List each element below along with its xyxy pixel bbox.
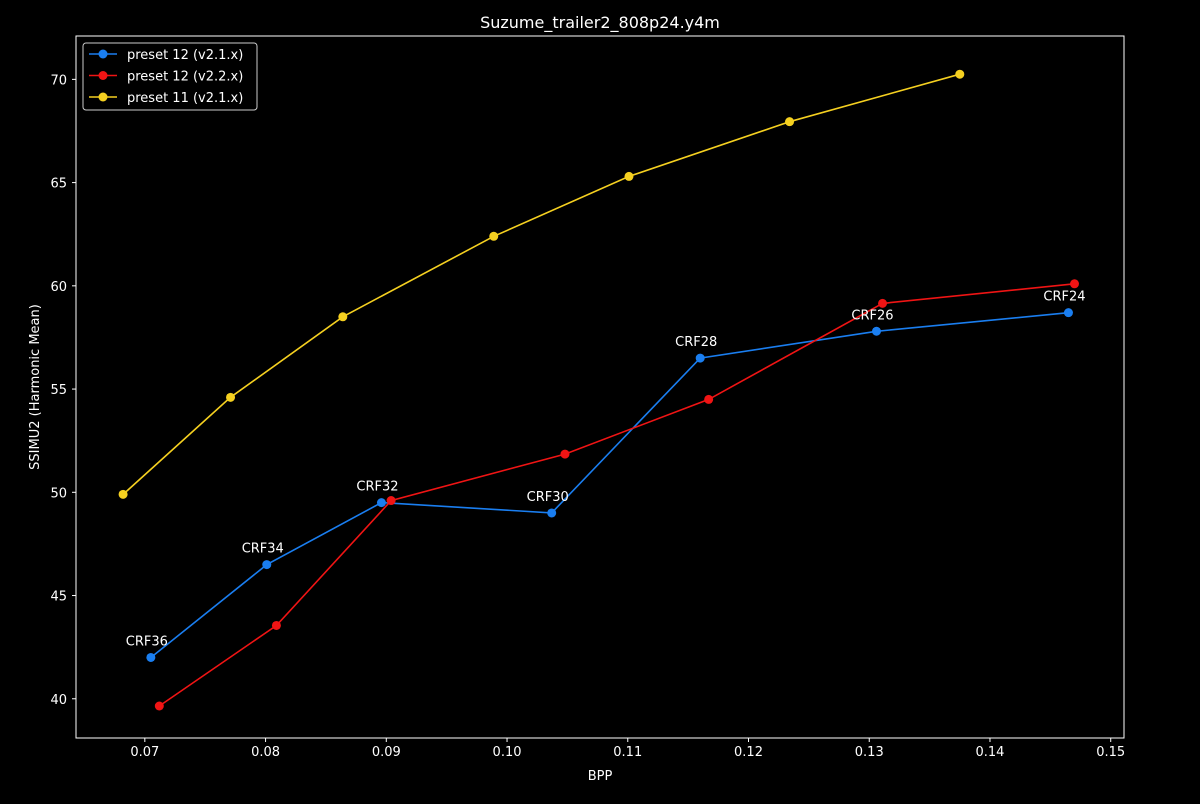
data-point-series-2: [878, 298, 888, 308]
y-tick-label: 70: [50, 73, 67, 88]
crf-annotation: CRF34: [242, 542, 284, 557]
data-point-series-1: [262, 560, 272, 570]
legend-marker-3: [98, 92, 108, 102]
crf-annotation: CRF26: [851, 308, 893, 323]
data-point-series-1: [871, 326, 881, 336]
plot-area: 0.07 0.08 0.09 0.10 0.11 0.12 0.13 0.14 0.15 40 45…: [50, 35, 1125, 760]
y-tick-label: 60: [50, 280, 67, 295]
y-tick-label: 50: [50, 486, 67, 501]
data-point-series-3: [489, 231, 499, 241]
crf-annotation: CRF30: [527, 490, 569, 505]
y-tick-label: 65: [50, 177, 67, 192]
x-axis-label: BPP: [588, 769, 613, 784]
crf-annotation: CRF28: [675, 335, 717, 350]
data-point-series-3: [118, 489, 128, 499]
x-tick-label: 0.09: [372, 745, 401, 760]
plot-frame: [75, 35, 1125, 739]
legend-marker-2: [98, 71, 108, 80]
y-axis-label: SSIMU2 (Harmonic Mean): [28, 304, 43, 470]
data-point-series-3: [338, 312, 348, 322]
chart-title: Suzume_trailer2_808p24.y4m: [480, 13, 720, 33]
legend-label-3: preset 11 (v2.1.x): [127, 91, 243, 106]
legend: preset 12 (v2.1.x) preset 12 (v2.2.x) pres…: [82, 42, 258, 111]
y-tick-label: 45: [50, 590, 67, 605]
x-tick-label: 0.07: [130, 745, 159, 760]
data-point-series-2: [386, 496, 396, 506]
x-tick-label: 0.13: [855, 745, 884, 760]
x-tick-label: 0.15: [1096, 745, 1125, 760]
data-point-series-2: [271, 620, 281, 630]
data-point-series-3: [226, 392, 236, 402]
data-point-series-3: [785, 117, 795, 127]
data-point-series-1: [1063, 308, 1073, 318]
x-tick-label: 0.11: [613, 745, 642, 760]
data-point-series-3: [955, 69, 965, 79]
data-point-series-2: [1069, 279, 1079, 289]
data-point-series-2: [154, 701, 164, 711]
legend-marker-1: [98, 49, 108, 59]
data-point-series-1: [376, 498, 386, 508]
data-point-series-1: [547, 508, 557, 518]
data-point-series-2: [560, 449, 570, 459]
crf-annotation: CRF36: [126, 634, 168, 649]
crf-annotation: CRF32: [356, 480, 398, 495]
data-point-series-1: [695, 353, 705, 363]
y-tick-label: 40: [50, 693, 67, 708]
data-point-series-2: [704, 394, 714, 404]
x-tick-label: 0.10: [493, 745, 522, 760]
crf-annotation: CRF24: [1043, 290, 1085, 305]
y-tick-label: 55: [50, 383, 67, 398]
legend-label-1: preset 12 (v2.1.x): [127, 48, 243, 63]
legend-box: [82, 42, 258, 111]
data-point-series-3: [624, 171, 634, 181]
legend-label-2: preset 12 (v2.2.x): [127, 70, 243, 85]
x-tick-label: 0.14: [976, 745, 1005, 760]
data-point-series-1: [146, 652, 156, 662]
x-tick-label: 0.12: [734, 745, 763, 760]
x-tick-label: 0.08: [251, 745, 280, 760]
